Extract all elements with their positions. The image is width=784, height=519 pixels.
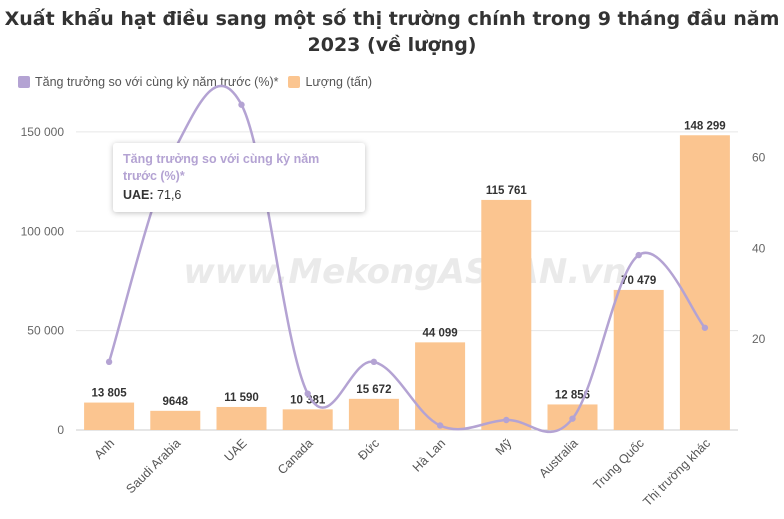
growth-point	[503, 416, 510, 424]
bar	[216, 406, 267, 430]
right-tick-label: 40	[752, 241, 766, 255]
right-tick-label: 20	[752, 332, 766, 346]
chart-title: Xuất khẩu hạt điều sang một số thị trườn…	[4, 8, 780, 56]
tooltip-value-line: UAE: 71,6	[123, 187, 355, 204]
bar-value-label: 9648	[163, 396, 189, 408]
bar-value-label: 115 761	[486, 185, 528, 197]
legend-swatch-volume	[288, 76, 301, 88]
left-axis: 0 50 000 100 000 150 000	[21, 125, 65, 437]
x-tick-label: Hà Lan	[410, 436, 448, 474]
legend-swatch-growth	[18, 76, 30, 88]
bar	[150, 410, 201, 430]
tooltip-value: 71,6	[157, 188, 182, 202]
growth-point	[436, 422, 444, 429]
bar-value-label: 10 381	[290, 394, 326, 406]
growth-point	[370, 358, 378, 366]
legend-item-volume[interactable]: Lượng (tấn)	[288, 75, 372, 89]
left-tick-label: 50 000	[27, 324, 64, 338]
x-tick-label: Đức	[355, 436, 382, 463]
left-tick-label: 0	[57, 423, 64, 437]
bar-value-label: 15 672	[356, 384, 391, 396]
bar-value-label: 11 590	[224, 392, 259, 404]
x-tick-label: Thị trường khác	[640, 436, 713, 509]
left-tick-label: 150 000	[21, 125, 65, 139]
bars	[84, 135, 730, 430]
bar-value-label: 70 479	[621, 275, 656, 287]
bar	[481, 199, 532, 430]
x-tick-label: Australia	[536, 436, 580, 480]
bar-value-label: 12 856	[555, 389, 590, 401]
x-tick-label: Anh	[92, 436, 118, 462]
right-axis: 20 40 60	[752, 150, 766, 346]
left-tick-label: 100 000	[21, 224, 65, 238]
growth-point	[238, 101, 245, 108]
bar-labels: 13 805 9648 11 590 10 381 15 672 44 099 115 76…	[92, 120, 726, 408]
tooltip-label: UAE:	[123, 188, 154, 202]
growth-point	[701, 324, 709, 331]
bar-value-label: 148 299	[684, 120, 726, 132]
growth-point	[635, 251, 642, 259]
bar	[282, 409, 333, 430]
x-tick-label: Trung Quốc	[591, 436, 647, 492]
bar	[348, 398, 399, 430]
bar-value-label: 44 099	[423, 327, 458, 339]
bar	[679, 135, 730, 430]
watermark: www.MekongASEAN.vn	[183, 252, 626, 292]
growth-point	[105, 358, 113, 366]
x-tick-label: Canada	[275, 436, 316, 477]
x-tick-label: Saudi Arabia	[123, 436, 183, 496]
tooltip: Tăng trưởng so với cùng kỳ năm trước (%)…	[113, 143, 365, 212]
right-tick-label: 60	[752, 150, 766, 164]
x-tick-label: Mỹ	[493, 436, 515, 458]
growth-point	[569, 415, 576, 422]
tooltip-title: Tăng trưởng so với cùng kỳ năm trước (%)…	[123, 152, 320, 183]
growth-point	[304, 390, 311, 397]
bar-value-label: 13 805	[92, 388, 128, 400]
bar	[84, 402, 135, 430]
x-tick-label: UAE	[222, 436, 250, 464]
legend-label-volume: Lượng (tấn)	[305, 75, 373, 89]
bar	[613, 289, 664, 430]
x-axis: Anh Saudi Arabia UAE Canada Đức Hà Lan Mỹ Austr…	[92, 436, 713, 509]
bar	[415, 342, 466, 430]
